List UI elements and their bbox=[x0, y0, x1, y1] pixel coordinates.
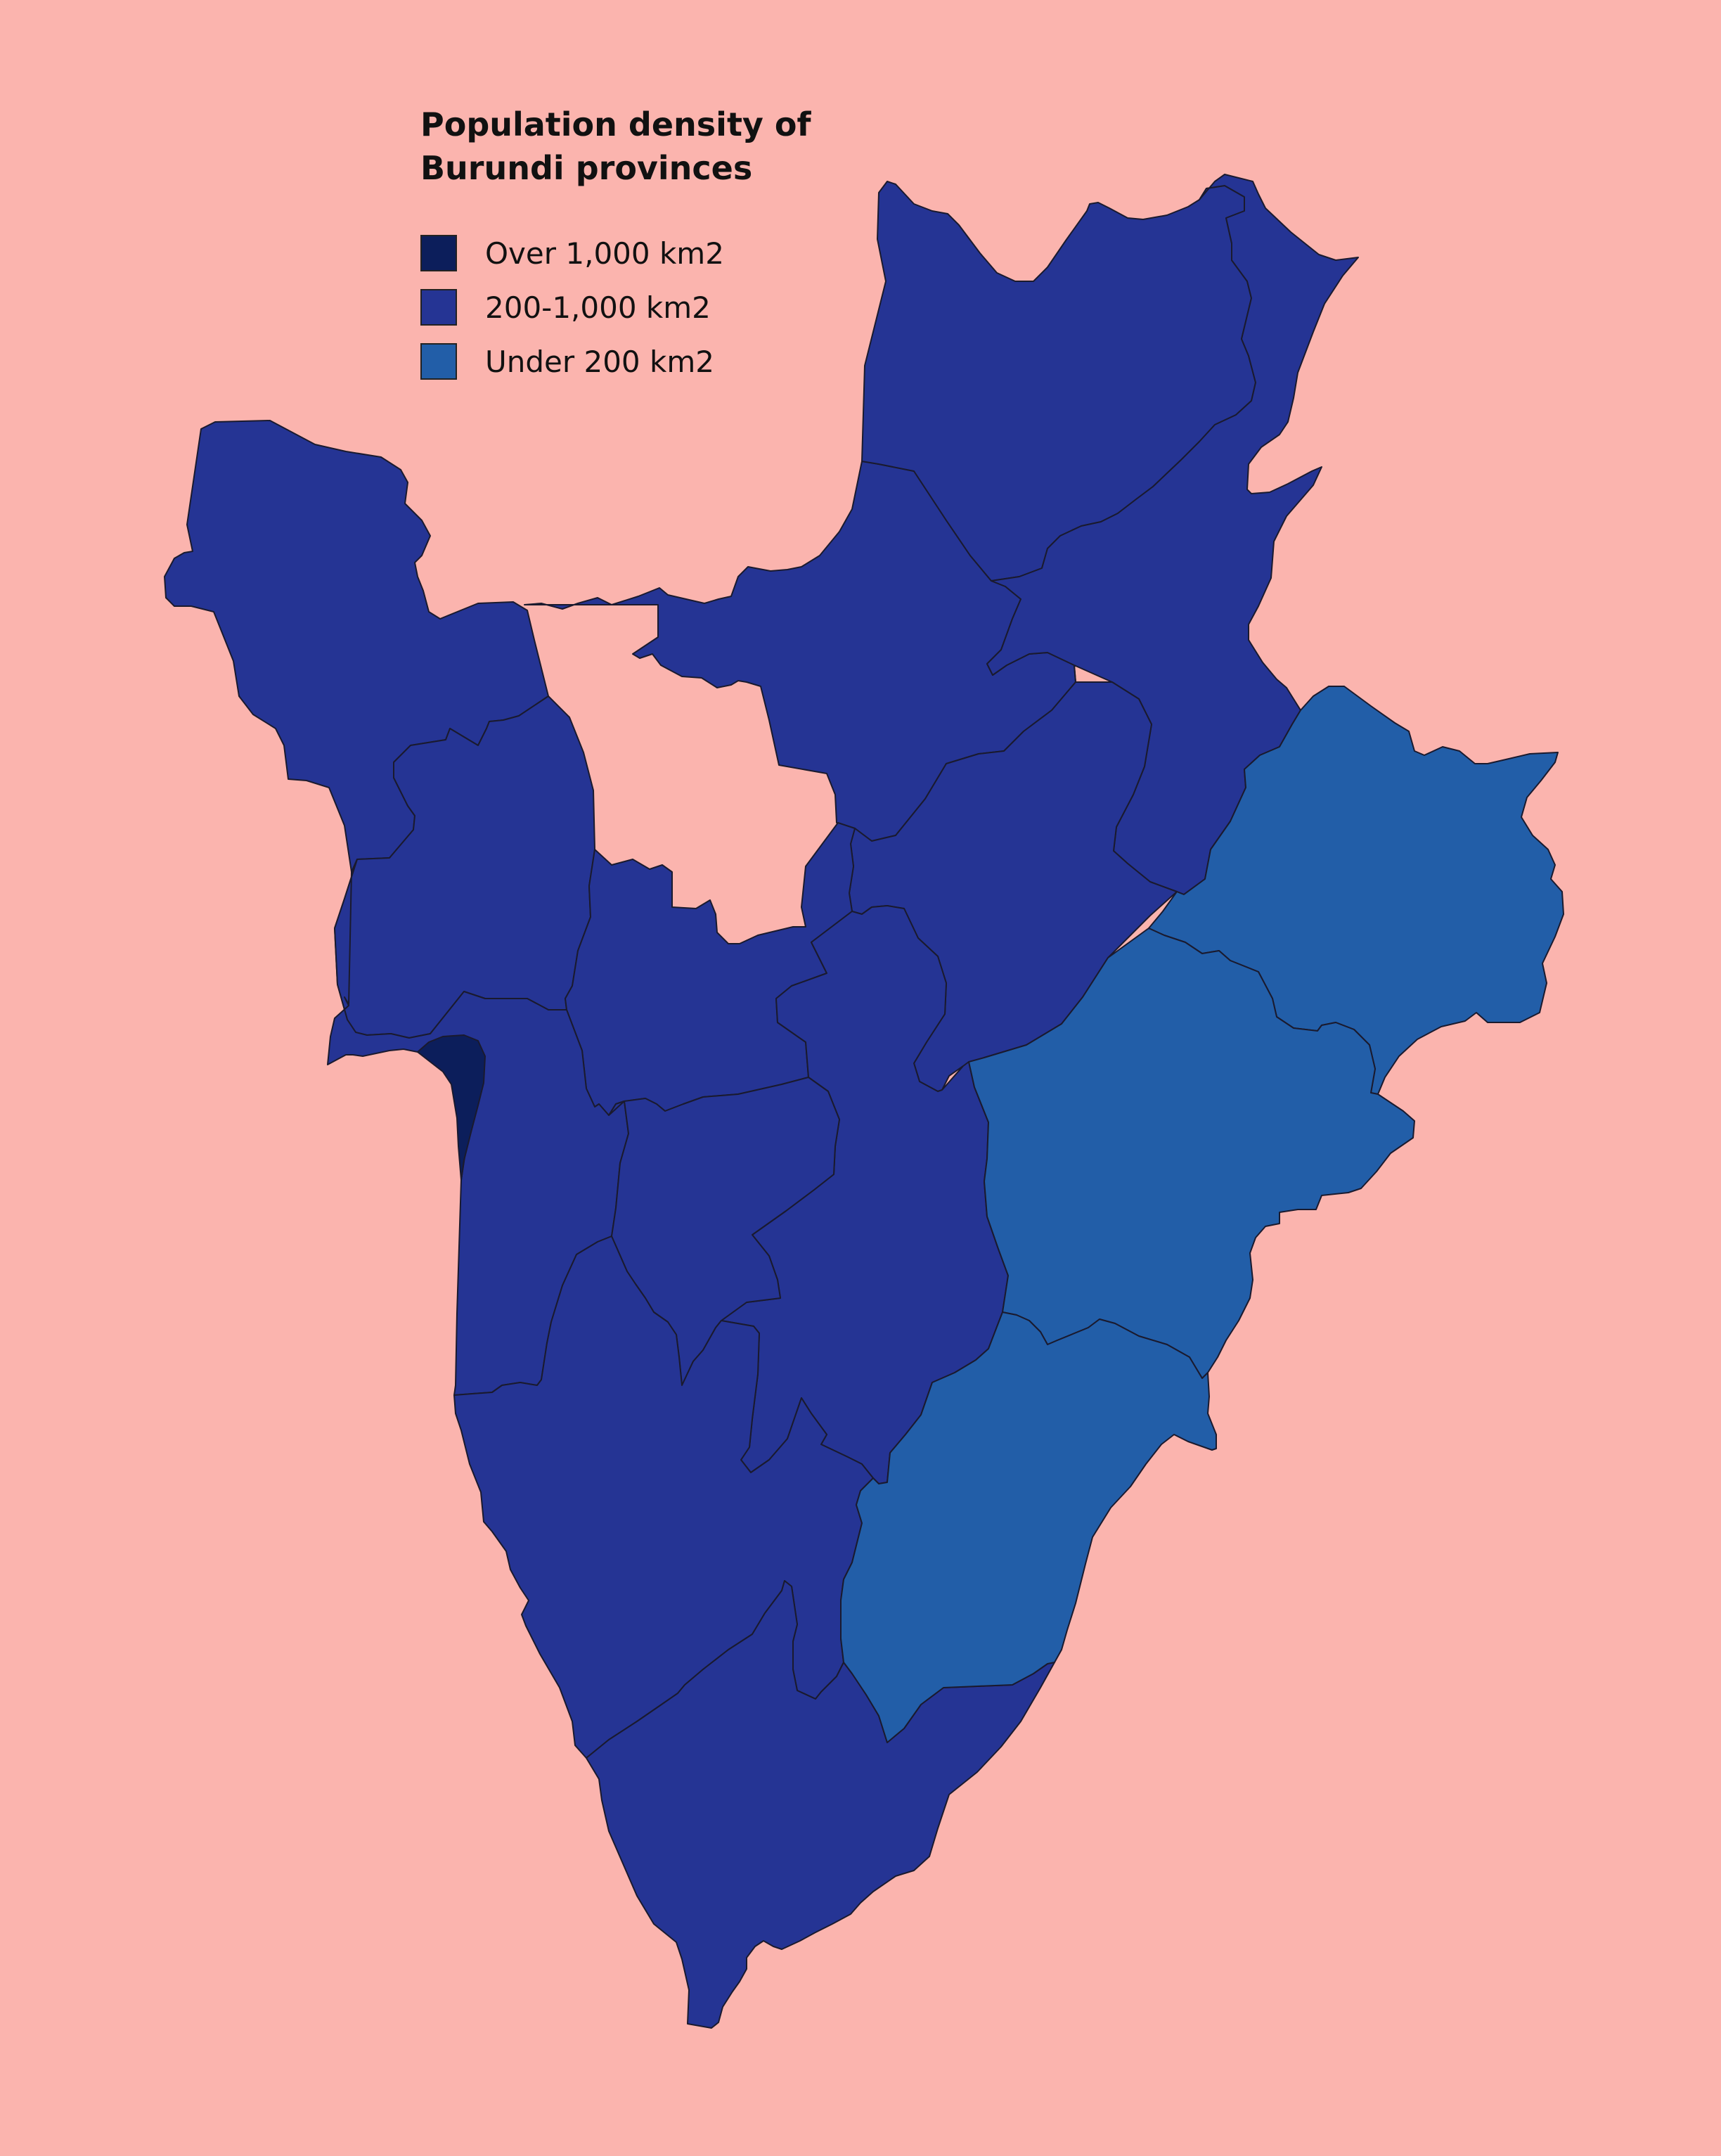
legend-title: Population density of Burundi provinces bbox=[420, 103, 811, 190]
legend-label-200-1000: 200-1,000 km2 bbox=[485, 290, 711, 325]
legend-swatch-under-200 bbox=[420, 343, 457, 380]
legend-title-line2: Burundi provinces bbox=[420, 149, 753, 187]
legend-swatch-200-1000 bbox=[420, 289, 457, 326]
province-ruyigi bbox=[968, 928, 1415, 1379]
province-bujumbura-mairie bbox=[417, 1034, 486, 1181]
province-rutana bbox=[840, 1311, 1217, 1743]
legend-label-under-200: Under 200 km2 bbox=[485, 345, 714, 379]
legend-swatch-over-1000 bbox=[420, 235, 457, 271]
legend-label-over-1000: Over 1,000 km2 bbox=[485, 236, 724, 271]
legend-title-line1: Population density of bbox=[420, 105, 811, 143]
